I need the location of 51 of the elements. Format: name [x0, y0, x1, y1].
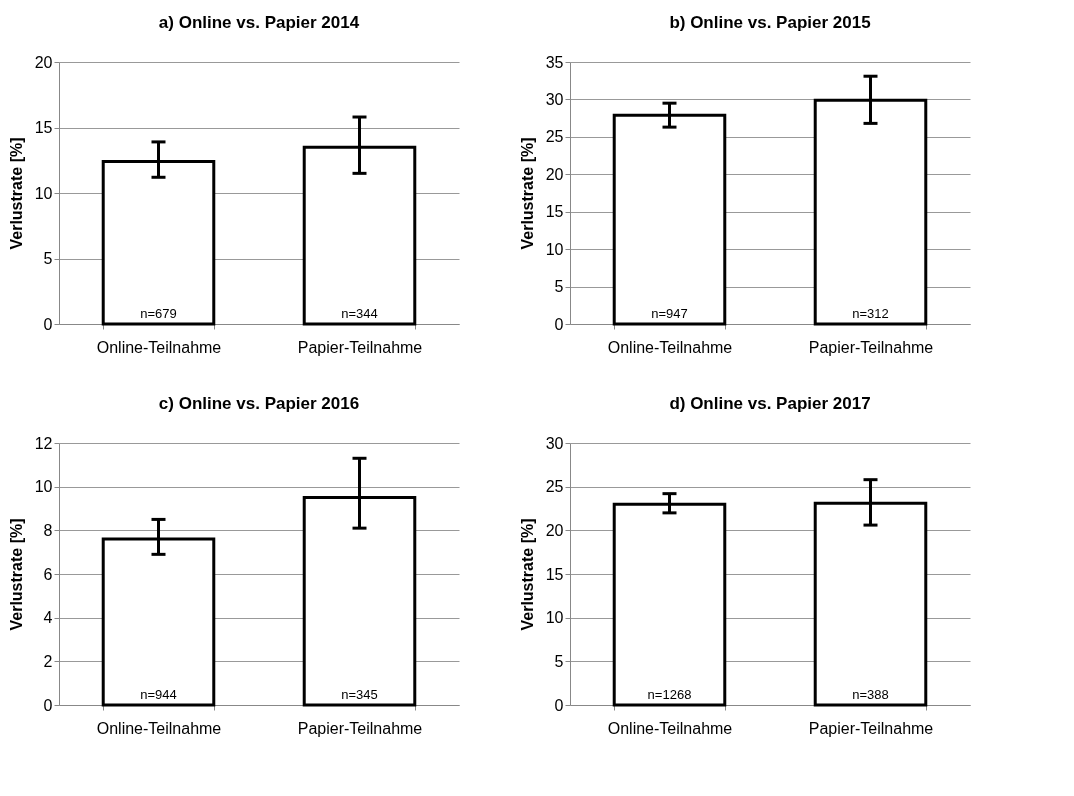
y-tick-label: 10	[34, 184, 53, 202]
y-tick-label: 15	[545, 565, 564, 583]
y-tick-label: 0	[554, 315, 564, 333]
annotation: n=345	[341, 687, 378, 702]
y-tick-label: 8	[43, 521, 53, 539]
x-tick-label: Papier-Teilnahme	[808, 338, 934, 356]
y-tick-label: 0	[43, 696, 53, 714]
y-tick-label: 10	[545, 609, 564, 627]
x-tick-label: Papier-Teilnahme	[808, 719, 934, 737]
annotation: n=947	[651, 306, 688, 321]
y-tick-label: 5	[554, 652, 564, 670]
y-tick-label: 5	[554, 278, 564, 296]
y-tick-label: 20	[545, 521, 564, 539]
y-axis-title: Verlustrate [%]	[7, 518, 25, 631]
y-tick-label: 25	[545, 128, 564, 146]
y-tick-label: 20	[34, 53, 53, 71]
x-tick-label: Online-Teilnahme	[96, 719, 222, 737]
chart-title: b) Online vs. Papier 2015	[669, 13, 871, 32]
chart-title: d) Online vs. Papier 2017	[669, 394, 871, 413]
y-tick-label: 30	[545, 90, 564, 108]
annotation: n=312	[852, 306, 889, 321]
y-tick-label: 35	[545, 53, 564, 71]
y-tick-label: 30	[545, 434, 564, 452]
x-tick-label: Papier-Teilnahme	[297, 719, 423, 737]
annotation: n=388	[852, 687, 889, 702]
y-tick-label: 4	[43, 609, 53, 627]
y-tick-label: 6	[43, 565, 53, 583]
y-tick-label: 10	[34, 478, 53, 496]
y-tick-label: 20	[545, 165, 564, 183]
y-axis-title: Verlustrate [%]	[518, 518, 536, 631]
y-tick-label: 0	[554, 696, 564, 714]
y-tick-label: 2	[43, 652, 53, 670]
y-tick-label: 15	[545, 203, 564, 221]
x-tick-label: Online-Teilnahme	[96, 338, 222, 356]
annotation: n=1268	[647, 687, 692, 702]
chart-title: c) Online vs. Papier 2016	[158, 394, 360, 413]
y-tick-label: 5	[43, 250, 53, 267]
x-tick-label: Papier-Teilnahme	[297, 338, 423, 356]
y-tick-label: 25	[545, 478, 564, 496]
x-tick-label: Online-Teilnahme	[607, 338, 733, 356]
y-tick-label: 10	[545, 240, 564, 258]
y-tick-label: 12	[34, 434, 53, 452]
x-tick-label: Online-Teilnahme	[607, 719, 733, 737]
annotation: n=344	[341, 306, 378, 321]
y-tick-label: 15	[34, 119, 53, 136]
y-axis-title: Verlustrate [%]	[7, 137, 25, 250]
chart-title: a) Online vs. Papier 2014	[158, 13, 360, 32]
y-tick-label: 0	[43, 315, 53, 333]
annotation: n=679	[140, 306, 177, 321]
annotation: n=944	[140, 687, 177, 702]
y-axis-title: Verlustrate [%]	[518, 137, 536, 250]
